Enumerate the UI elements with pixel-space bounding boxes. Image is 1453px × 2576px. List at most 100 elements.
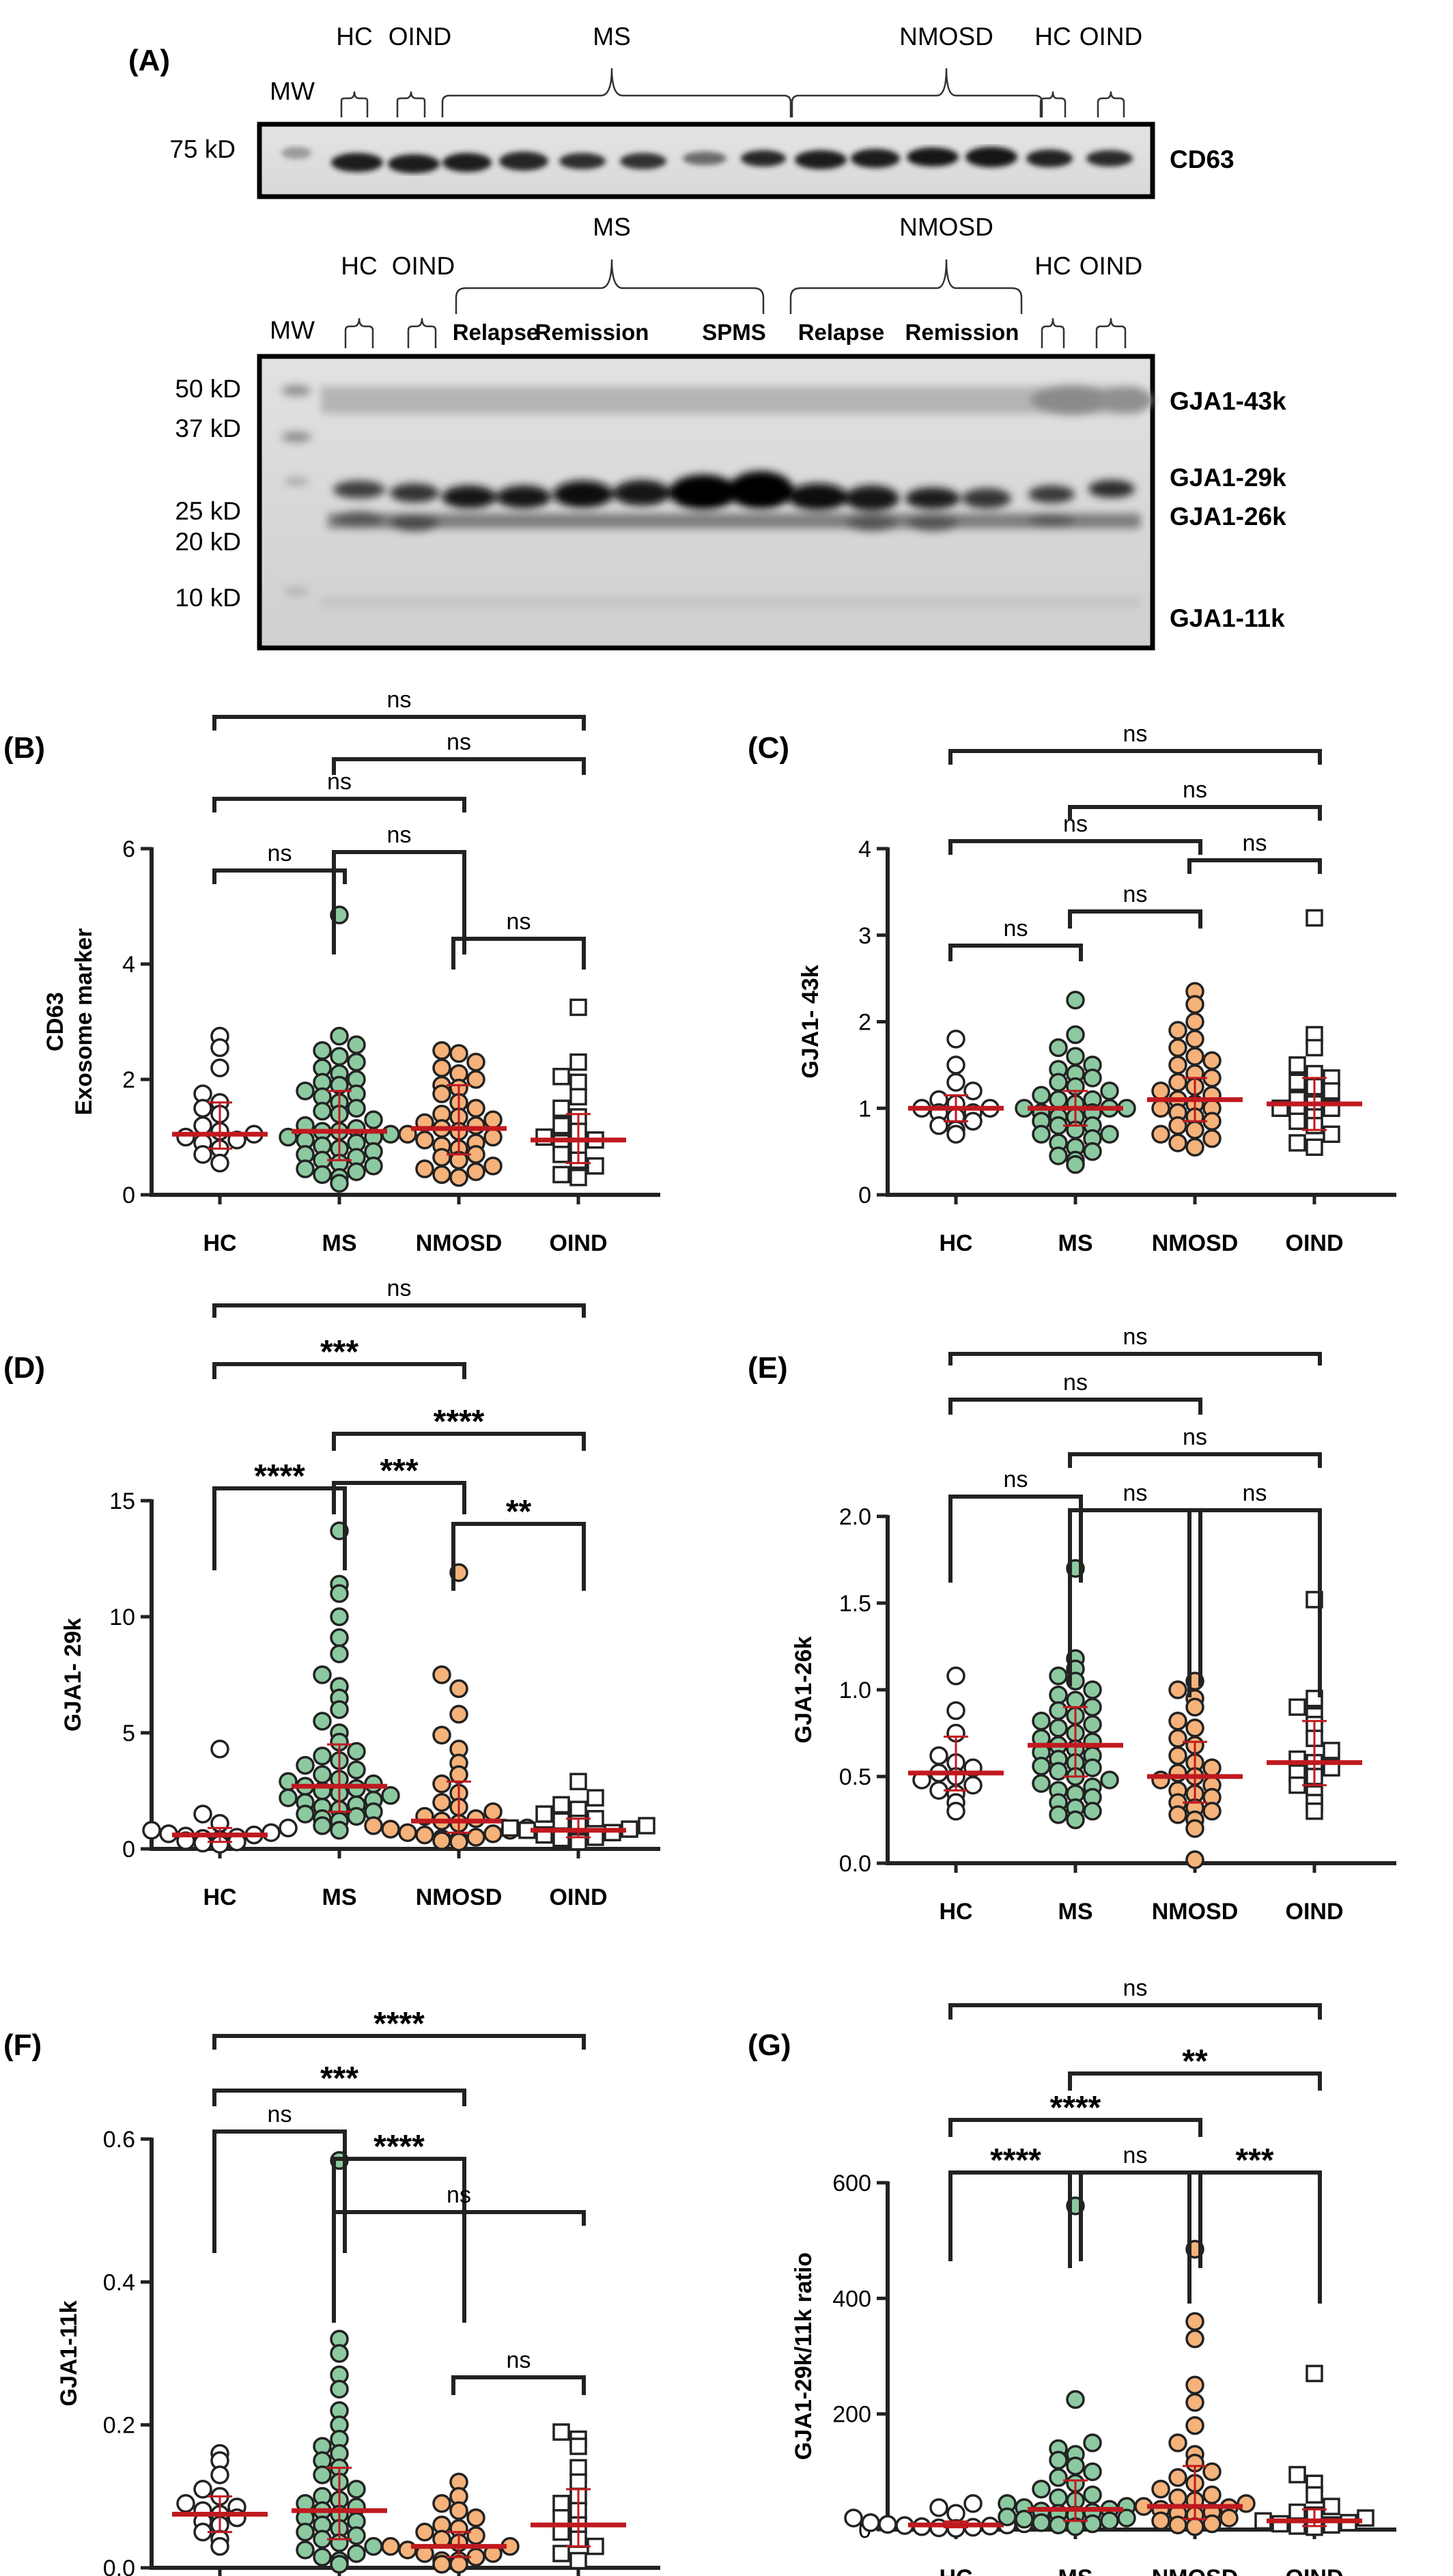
significance-label: ns: [507, 2347, 531, 2373]
y-tick-label: 4: [858, 836, 871, 862]
data-point-nmosd: [483, 1157, 503, 1176]
data-point-hc: [210, 2465, 229, 2485]
data-point-nmosd: [1168, 1729, 1187, 1748]
data-point-ms: [1049, 1038, 1068, 1058]
data-point-ms: [1032, 1086, 1051, 1105]
significance-label: ns: [1123, 721, 1148, 747]
data-point-nmosd: [466, 1052, 485, 1072]
top-mw-label: MW: [270, 77, 315, 105]
x-tick-label: OIND: [550, 1230, 608, 1256]
data-point-ms: [1100, 1124, 1119, 1144]
bottom-label-nmosd: NMOSD: [899, 213, 993, 241]
significance-label: ns: [327, 769, 352, 795]
data-point-ms: [1049, 1805, 1068, 1824]
significance-bracket: [451, 1522, 586, 1591]
data-point-nmosd: [1168, 2488, 1187, 2508]
data-point-ms: [1049, 2450, 1068, 2470]
data-point-ms: [1049, 1701, 1068, 1721]
band-gja1-26k: GJA1-26k: [1170, 503, 1286, 530]
y-tick-label: 0.4: [103, 2269, 135, 2295]
data-point-oind: [569, 1772, 587, 1791]
data-point-ms: [330, 1644, 349, 1664]
data-point-oind: [1288, 1073, 1306, 1091]
significance-bracket: [948, 1495, 1083, 1583]
data-point-nmosd: [483, 1802, 503, 1822]
data-point-ms: [1083, 1142, 1102, 1161]
panel-label: (E): [748, 1351, 788, 1385]
sub-label-relapse-ms: Relapse: [453, 320, 539, 345]
data-point-oind: [1288, 2465, 1306, 2484]
data-point-ms: [1066, 1690, 1085, 1710]
data-point-nmosd: [449, 1679, 468, 1699]
data-point-ms: [313, 1101, 332, 1121]
x-tick-label: HC: [203, 1884, 236, 1910]
significance-label: ns: [1063, 811, 1088, 837]
x-tick-label: MS: [1058, 2565, 1093, 2576]
data-point-oind: [587, 1789, 604, 1807]
panel-a-label: (A): [128, 44, 170, 77]
data-point-ms: [1083, 2433, 1102, 2452]
data-point-ms: [381, 1124, 400, 1144]
data-point-ms: [1083, 1758, 1102, 1778]
top-label-hc-1: HC: [336, 23, 372, 51]
data-point-hc: [929, 1116, 948, 1135]
x-tick-label: HC: [203, 1230, 236, 1256]
data-point-nmosd: [1185, 1012, 1204, 1032]
data-point-hc: [946, 1030, 965, 1049]
data-point-nmosd: [1151, 1124, 1170, 1144]
data-point-nmosd: [398, 1823, 417, 1842]
data-point-ms: [347, 2480, 366, 2499]
top-label-oind-1: OIND: [389, 23, 452, 51]
data-point-nmosd: [1185, 1047, 1204, 1066]
significance-bracket: [212, 797, 466, 812]
y-axis-label-line: GJA1-26k: [791, 1636, 817, 1743]
significance-label: **: [506, 1494, 532, 1530]
significance-label: ns: [1004, 916, 1028, 942]
data-point-hc: [142, 1821, 161, 1840]
data-point-hc: [963, 1775, 983, 1795]
data-point-nmosd: [1185, 1137, 1204, 1157]
significance-label: ns: [1004, 1467, 1028, 1492]
significance-label: ***: [1235, 2142, 1273, 2179]
data-point-oind: [1306, 2364, 1323, 2383]
data-point-oind: [569, 2551, 587, 2570]
x-tick-label: NMOSD: [416, 1230, 503, 1256]
top-label-hc-2: HC: [1034, 23, 1071, 51]
data-point-ms: [347, 1162, 366, 1181]
significance-bracket: [948, 2118, 1202, 2137]
panel-label: (D): [3, 1351, 45, 1385]
y-tick-label: 4: [122, 952, 135, 978]
band-gja1-29k: GJA1-29k: [1170, 464, 1286, 492]
significance-bracket: [948, 1398, 1202, 1415]
significance-bracket: [1068, 1508, 1202, 1686]
data-point-oind: [587, 1157, 604, 1175]
data-point-nmosd: [415, 2522, 434, 2542]
significance-bracket: [212, 868, 347, 884]
panel-label: (G): [748, 2028, 791, 2062]
significance-bracket: [212, 1362, 466, 1379]
data-point-hc: [963, 1081, 983, 1101]
data-point-nmosd: [1202, 2462, 1222, 2482]
scatter-panels: (B) 0 2 4 6 CD63 Exosome marker HC MS NMOSD OIND ns…: [3, 687, 1396, 2576]
data-point-nmosd: [1185, 2312, 1204, 2331]
data-point-nmosd: [449, 2501, 468, 2521]
significance-bracket: [212, 1303, 586, 1318]
data-point-nmosd: [432, 1793, 451, 1812]
data-point-nmosd: [1185, 1819, 1204, 1838]
data-point-ms: [296, 1755, 315, 1775]
data-point-hc: [946, 1666, 965, 1686]
significance-bracket: [1068, 2170, 1202, 2268]
significance-bracket: [332, 2210, 586, 2226]
y-axis-label-line: GJA1- 43k: [798, 965, 823, 1078]
data-point-nmosd: [1202, 1051, 1222, 1071]
data-point-oind: [569, 1088, 587, 1106]
cd63-bands: [281, 147, 1133, 173]
top-band-cd63: CD63: [1170, 145, 1235, 173]
data-point-ms: [330, 1584, 349, 1603]
data-point-ms: [347, 1760, 366, 1780]
significance-bracket: [948, 2003, 1322, 2020]
data-point-hc: [946, 1073, 965, 1092]
y-tick-label: 0: [858, 1183, 871, 1208]
data-point-ms: [313, 1765, 332, 1784]
